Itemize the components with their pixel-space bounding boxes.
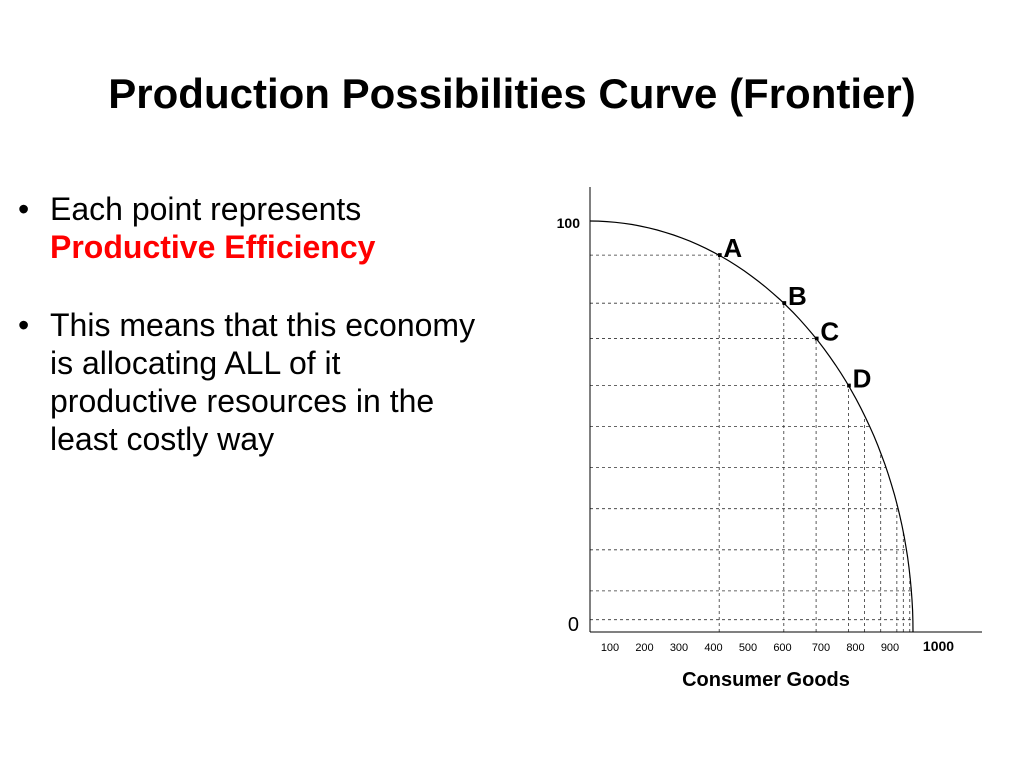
x-tick-label: 300: [670, 642, 688, 654]
point-label-d: .D: [845, 363, 871, 393]
bullet-text: Each point represents: [50, 191, 362, 227]
bullet-emphasis: Productive Efficiency: [50, 229, 376, 265]
x-tick-label: 100: [601, 642, 619, 654]
x-tick-label: 600: [773, 642, 791, 654]
y-tick-label: 100: [557, 215, 581, 231]
bullet-dot-icon: •: [18, 307, 30, 343]
ppc-curve: [589, 220, 914, 633]
x-axis-label: Consumer Goods: [682, 669, 850, 691]
y-tick-label: 0: [568, 614, 579, 636]
bullet-dot-icon: •: [18, 191, 30, 227]
x-tick-label: 700: [812, 642, 830, 654]
x-tick-label: 1000: [923, 638, 954, 654]
bullet-list: • Each point represents Productive Effic…: [18, 190, 488, 498]
x-tick-label: 800: [846, 642, 864, 654]
bullet-text: This means that this economy is allocati…: [50, 307, 476, 457]
bullet-item: • Each point represents Productive Effic…: [18, 190, 488, 266]
x-tick-label: 400: [704, 642, 722, 654]
x-tick-label: 500: [739, 642, 757, 654]
x-tick-label: 200: [635, 642, 653, 654]
slide-title: Production Possibilities Curve (Frontier…: [108, 70, 916, 117]
x-tick-label: 900: [881, 642, 899, 654]
point-label-a: .A: [716, 233, 742, 263]
bullet-item: • This means that this economy is alloca…: [18, 306, 488, 458]
point-label-b: .B: [781, 281, 807, 311]
point-label-c: .C: [813, 317, 839, 347]
